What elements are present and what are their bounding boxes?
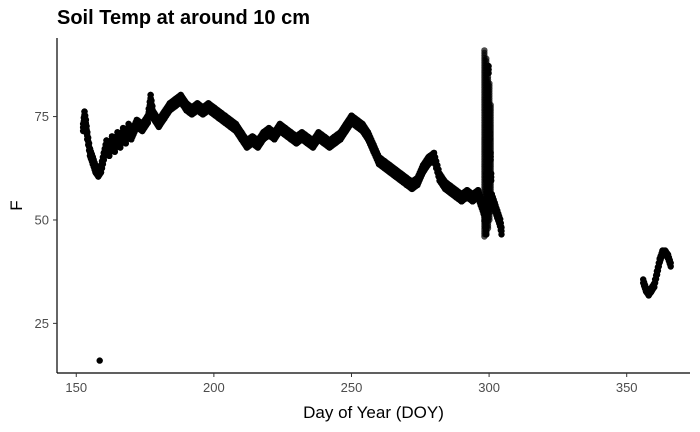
data-point (487, 101, 494, 109)
data-point (484, 73, 492, 81)
chart-title: Soil Temp at around 10 cm (57, 7, 311, 29)
y-tick-label: 50 (35, 212, 49, 227)
data-point (667, 263, 674, 270)
data-point (481, 47, 488, 54)
data-point (483, 55, 490, 62)
x-axis-ticks: 150 200 250 300 350 (65, 373, 638, 395)
x-tick-label: 150 (65, 380, 87, 395)
data-point (144, 119, 151, 126)
x-tick-label: 350 (616, 380, 638, 395)
data-point (486, 80, 493, 87)
y-tick-label: 75 (35, 109, 49, 124)
points-layer (79, 47, 674, 364)
y-axis-title: F (7, 200, 26, 210)
y-tick-label: 25 (35, 316, 49, 331)
x-tick-label: 300 (478, 380, 500, 395)
x-tick-label: 200 (203, 380, 225, 395)
data-point (498, 231, 505, 238)
x-axis-title: Day of Year (DOY) (303, 403, 444, 422)
data-point (96, 357, 103, 364)
y-axis-ticks: 25 50 75 (35, 109, 57, 331)
x-tick-label: 250 (341, 380, 363, 395)
